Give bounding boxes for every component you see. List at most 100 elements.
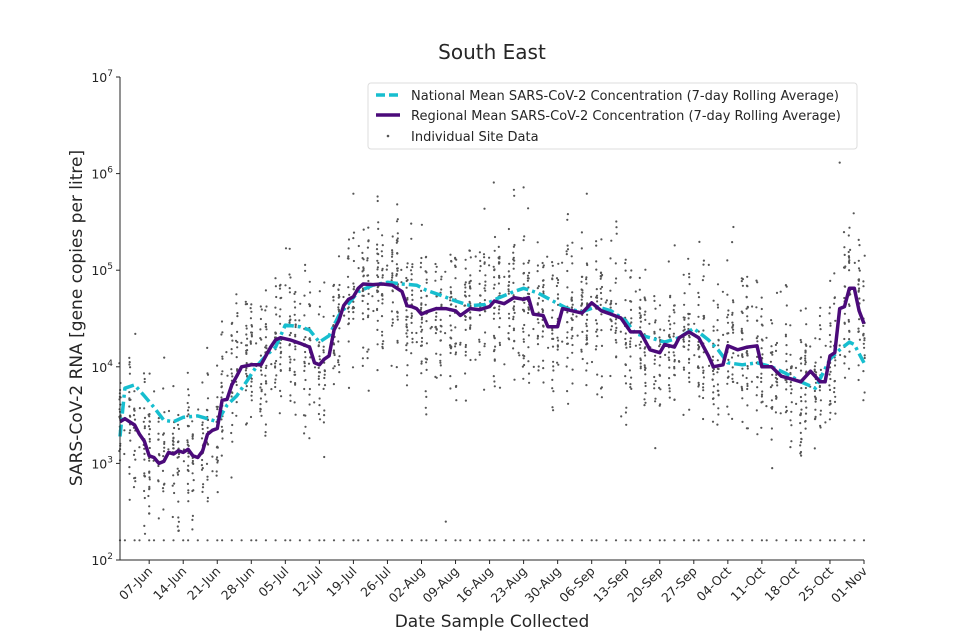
site-data-point <box>492 287 495 290</box>
site-data-point <box>644 367 647 370</box>
site-data-point <box>565 365 568 368</box>
site-data-point <box>347 317 350 320</box>
site-data-point <box>673 311 676 314</box>
site-data-point <box>819 306 822 309</box>
site-data-point <box>410 273 413 276</box>
site-data-point <box>395 263 398 266</box>
site-data-point <box>464 315 467 318</box>
site-data-point <box>804 363 807 366</box>
site-data-point <box>819 399 823 402</box>
site-data-point <box>580 348 583 351</box>
site-data-point <box>702 259 706 262</box>
site-data-point <box>425 295 428 298</box>
site-data-point <box>731 377 734 380</box>
site-data-point <box>813 395 817 398</box>
site-data-point <box>654 400 657 403</box>
site-data-point <box>172 447 175 450</box>
site-data-point <box>424 270 427 273</box>
site-data-point <box>862 399 865 402</box>
site-data-point <box>683 318 686 321</box>
site-data-point <box>488 264 491 267</box>
site-data-point <box>333 365 336 368</box>
site-data-point <box>585 338 589 341</box>
site-data-point <box>746 285 749 288</box>
site-data-point <box>732 380 735 383</box>
site-data-point <box>474 255 477 258</box>
site-data-point <box>843 337 846 341</box>
site-data-point <box>746 275 749 278</box>
site-data-point <box>138 446 141 449</box>
site-data-point <box>716 367 719 370</box>
site-data-point <box>347 238 351 241</box>
site-data-point <box>518 354 521 357</box>
site-data-point <box>702 263 705 266</box>
site-data-point <box>448 344 452 347</box>
site-data-point <box>498 274 501 277</box>
site-data-point <box>644 268 647 271</box>
site-data-point <box>353 285 356 288</box>
y-tick-label: 104 <box>91 359 113 375</box>
site-data-point <box>595 288 598 291</box>
site-data-point <box>439 339 442 342</box>
site-data-point <box>259 328 262 331</box>
site-data-point <box>338 327 341 330</box>
x-tick-label: 02-Aug <box>385 564 427 606</box>
site-data-point <box>789 384 792 387</box>
site-data-point <box>386 264 389 267</box>
site-data-point <box>435 327 438 330</box>
site-data-point <box>215 474 218 477</box>
site-data-point-floor <box>123 539 126 542</box>
site-data-point <box>163 356 166 359</box>
site-data-point <box>333 352 336 355</box>
site-data-point <box>332 367 335 370</box>
site-data-point <box>245 372 248 375</box>
site-data-point <box>745 376 748 380</box>
site-data-point <box>522 354 525 357</box>
site-data-point <box>157 479 160 482</box>
site-data-point <box>609 302 613 305</box>
site-data-point <box>191 514 194 518</box>
site-data-point <box>644 318 647 321</box>
site-data-point <box>201 490 204 493</box>
site-data-point <box>318 355 321 358</box>
x-tick-label: 01-Nov <box>828 563 871 606</box>
site-data-point <box>352 311 355 314</box>
site-data-point <box>469 327 472 330</box>
site-data-point <box>556 336 559 339</box>
site-data-point-floor <box>819 539 822 542</box>
site-data-point <box>508 274 511 277</box>
site-data-point <box>439 353 442 356</box>
site-data-point <box>186 443 189 446</box>
site-data-point <box>163 440 166 444</box>
site-data-point <box>571 313 575 316</box>
site-data-point <box>585 384 588 387</box>
site-data-point <box>771 384 774 387</box>
site-data-point <box>191 489 194 493</box>
site-data-point <box>620 415 623 418</box>
site-data-point-floor <box>148 539 151 542</box>
site-data-point <box>785 285 788 288</box>
site-data-point <box>294 335 297 338</box>
site-data-point <box>829 324 832 327</box>
site-data-point <box>761 390 764 393</box>
site-data-point <box>250 380 253 383</box>
site-data-point <box>236 312 239 315</box>
site-data-point <box>741 367 744 370</box>
site-data-point <box>317 366 320 369</box>
site-data-point <box>726 376 730 379</box>
site-data-point <box>128 405 131 408</box>
site-data-point <box>323 384 327 387</box>
site-data-point <box>484 289 487 292</box>
site-data-point <box>409 269 413 272</box>
site-data-point <box>668 333 671 336</box>
site-data-point <box>542 359 545 362</box>
site-data-point <box>381 276 384 279</box>
site-data-point <box>483 299 486 302</box>
site-data-point <box>693 354 696 357</box>
site-data-point <box>434 270 437 273</box>
site-data-point <box>596 393 599 396</box>
site-data-point-floor <box>357 539 360 542</box>
site-data-point <box>332 295 335 298</box>
site-data-point <box>411 298 414 301</box>
site-data-point <box>566 286 569 289</box>
